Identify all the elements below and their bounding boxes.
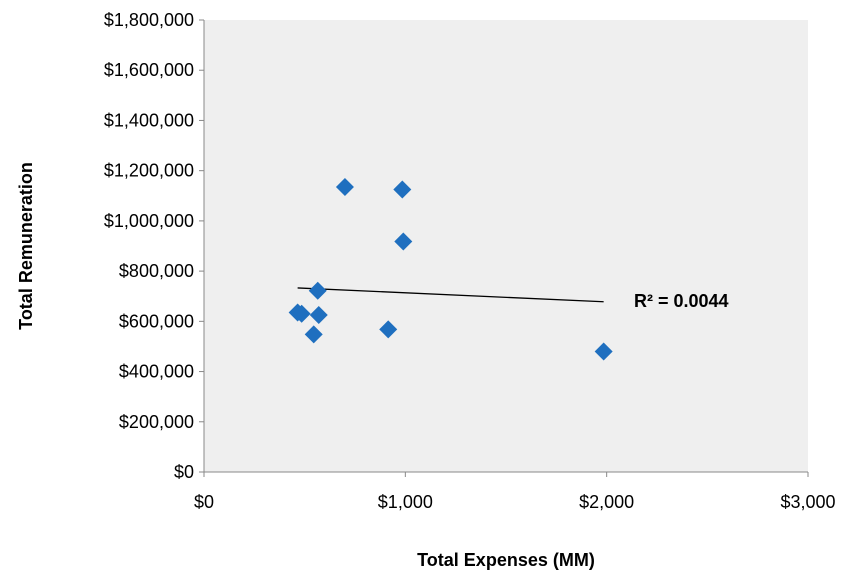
data-point	[335, 177, 354, 196]
y-tick-label: $400,000	[119, 362, 194, 382]
x-axis-title: Total Expenses (MM)	[417, 550, 595, 570]
data-point	[594, 342, 613, 361]
y-tick-label: $1,000,000	[104, 211, 194, 231]
x-tick-label: $1,000	[378, 492, 433, 512]
y-tick-label: $800,000	[119, 261, 194, 281]
y-tick-label: $1,200,000	[104, 161, 194, 181]
r-squared-label: R² = 0.0044	[634, 291, 729, 311]
x-tick-label: $0	[194, 492, 214, 512]
trendline	[297, 287, 604, 303]
data-point	[304, 325, 323, 344]
data-point	[309, 306, 328, 325]
y-tick-label: $200,000	[119, 412, 194, 432]
data-point	[308, 281, 327, 300]
y-tick-label: $1,600,000	[104, 60, 194, 80]
data-points	[288, 177, 613, 361]
y-tick-label: $1,400,000	[104, 110, 194, 130]
y-axis-title: Total Remuneration	[16, 162, 36, 330]
data-point	[292, 304, 311, 323]
data-point	[394, 232, 413, 251]
y-tick-label: $600,000	[119, 311, 194, 331]
y-tick-label: $1,800,000	[104, 10, 194, 30]
plot-area	[204, 20, 808, 472]
data-point	[393, 180, 412, 199]
x-tick-label: $3,000	[780, 492, 835, 512]
x-axis-ticks: $0 $1,000 $2,000 $3,000	[194, 472, 836, 512]
data-point	[379, 320, 398, 339]
y-axis-ticks: $0 $200,000 $400,000 $600,000 $800,000 $1,000…	[104, 10, 204, 482]
y-tick-label: $0	[174, 462, 194, 482]
x-tick-label: $2,000	[579, 492, 634, 512]
